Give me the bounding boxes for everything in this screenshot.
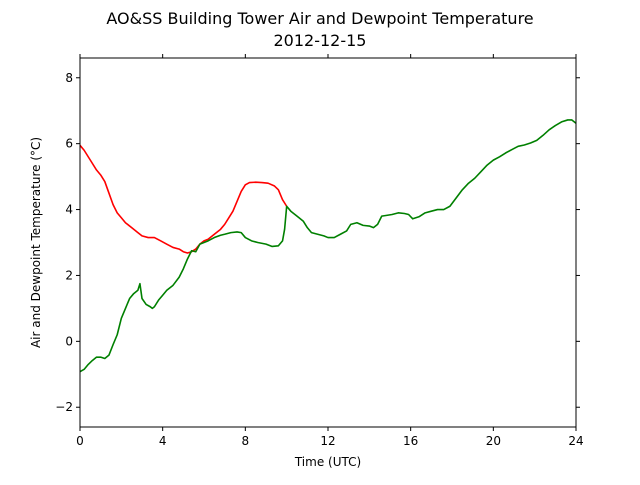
x-tick-label: 24 <box>568 434 583 448</box>
x-tick-label: 0 <box>76 434 84 448</box>
chart-title: AO&SS Building Tower Air and Dewpoint Te… <box>106 9 533 28</box>
y-tick-label: 4 <box>65 203 73 217</box>
y-tick-label: 8 <box>65 71 73 85</box>
series-line-2 <box>79 119 577 373</box>
y-axis-label: Air and Dewpoint Temperature (°C) <box>29 137 43 348</box>
plot-frame <box>79 57 577 428</box>
x-tick-label: 8 <box>242 434 250 448</box>
y-tick-label: 0 <box>65 334 73 348</box>
chart-subtitle: 2012-12-15 <box>274 31 367 50</box>
series-line-1 <box>79 144 288 254</box>
y-tick-label: 6 <box>65 137 73 151</box>
x-tick-label: 16 <box>403 434 418 448</box>
series-layer <box>79 119 577 373</box>
x-tick-label: 12 <box>320 434 335 448</box>
y-tick-label: −2 <box>55 400 73 414</box>
y-tick-label: 2 <box>65 268 73 282</box>
x-axis-label: Time (UTC) <box>294 455 361 469</box>
x-tick-label: 4 <box>159 434 167 448</box>
x-tick-label: 20 <box>486 434 501 448</box>
